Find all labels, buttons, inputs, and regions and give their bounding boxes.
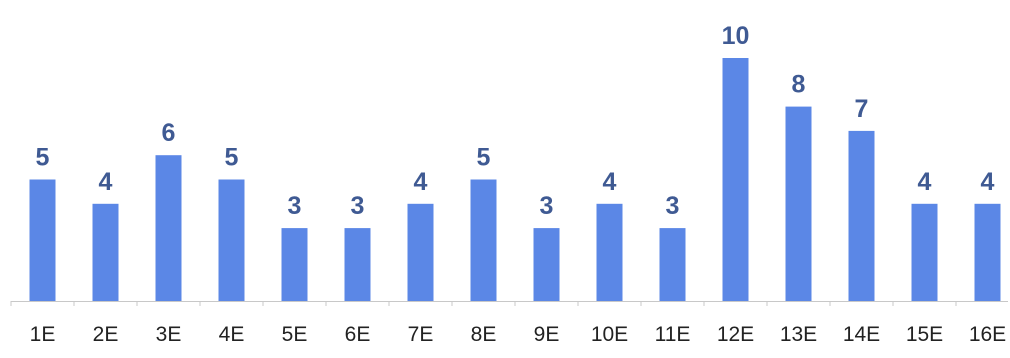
data-label-13E: 8: [792, 71, 806, 99]
tick-label-8E: 8E: [471, 323, 497, 346]
bar-5E: [281, 228, 308, 301]
data-label-10E: 4: [603, 168, 617, 196]
data-label-8E: 5: [477, 144, 491, 172]
tick-label-2E: 2E: [93, 323, 119, 346]
bar-10E: [596, 203, 623, 301]
bar-7E: [407, 203, 434, 301]
tick-label-6E: 6E: [345, 323, 371, 346]
tick-label-7E: 7E: [408, 323, 434, 346]
bars-layer: [29, 58, 1001, 301]
tick-label-4E: 4E: [219, 323, 245, 346]
tick-label-3E: 3E: [156, 323, 182, 346]
bar-2E: [92, 203, 119, 301]
tick-label-14E: 14E: [843, 323, 880, 346]
data-label-14E: 7: [855, 95, 869, 123]
data-label-5E: 3: [288, 192, 302, 220]
data-label-9E: 3: [540, 192, 554, 220]
tick-label-1E: 1E: [30, 323, 56, 346]
tick-label-11E: 11E: [655, 323, 691, 346]
bar-13E: [785, 106, 812, 301]
tick-label-9E: 9E: [534, 323, 560, 346]
data-label-4E: 5: [225, 144, 239, 172]
data-label-7E: 4: [414, 168, 428, 196]
x-axis-tick-labels: 1E 2E 3E 4E 5E 6E 7E 8E 9E 10E 11E 12E 13E 14E 15E 16E: [30, 323, 1007, 346]
bar-11E: [659, 228, 686, 301]
data-label-15E: 4: [918, 168, 932, 196]
bar-8E: [470, 179, 497, 301]
tick-label-10E: 10E: [591, 323, 628, 346]
tick-label-16E: 16E: [969, 323, 1006, 346]
bar-15E: [911, 203, 938, 301]
data-label-6E: 3: [351, 192, 365, 220]
data-label-12E: 10: [722, 22, 750, 50]
bar-3E: [155, 155, 182, 301]
bar-9E: [533, 228, 560, 301]
x-axis-ticks: [10, 301, 957, 306]
data-label-16E: 4: [981, 168, 995, 196]
bar-4E: [218, 179, 245, 301]
bar-6E: [344, 228, 371, 301]
bar-14E: [848, 130, 875, 301]
bar-1E: [29, 179, 56, 301]
data-label-1E: 5: [36, 144, 50, 172]
bar-12E: [722, 58, 749, 301]
tick-label-15E: 15E: [906, 323, 943, 346]
tick-label-13E: 13E: [780, 323, 817, 346]
tick-label-12E: 12E: [717, 323, 754, 346]
value-labels-layer: 5 4 6 5 3 3 4 5 3 4 3 10 8 7 4 4: [36, 22, 995, 220]
tick-label-5E: 5E: [282, 323, 308, 346]
data-label-11E: 3: [666, 192, 680, 220]
data-label-3E: 6: [162, 119, 176, 147]
data-label-2E: 4: [99, 168, 113, 196]
bar-16E: [974, 203, 1001, 301]
